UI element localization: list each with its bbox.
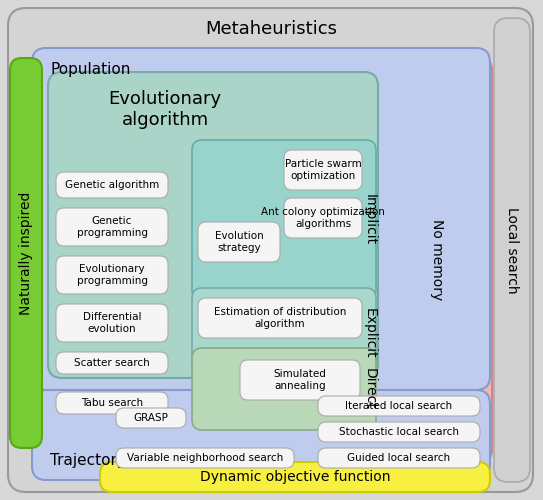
Text: Explicit: Explicit xyxy=(363,308,377,358)
FancyBboxPatch shape xyxy=(56,392,168,414)
Text: Naturally inspired: Naturally inspired xyxy=(19,192,33,314)
FancyBboxPatch shape xyxy=(48,72,378,378)
Text: Local search: Local search xyxy=(505,206,519,294)
Text: Differential
evolution: Differential evolution xyxy=(83,312,141,334)
FancyBboxPatch shape xyxy=(32,48,490,390)
Text: Trajectory: Trajectory xyxy=(50,452,126,468)
FancyBboxPatch shape xyxy=(56,208,168,246)
FancyBboxPatch shape xyxy=(192,140,376,300)
FancyBboxPatch shape xyxy=(318,396,480,416)
Text: Tabu search: Tabu search xyxy=(81,398,143,408)
FancyBboxPatch shape xyxy=(494,18,530,482)
Text: Iterated local search: Iterated local search xyxy=(345,401,452,411)
Text: Evolutionary
algorithm: Evolutionary algorithm xyxy=(109,90,222,129)
FancyBboxPatch shape xyxy=(198,222,280,262)
FancyBboxPatch shape xyxy=(56,256,168,294)
FancyBboxPatch shape xyxy=(198,298,362,338)
Text: Genetic
programming: Genetic programming xyxy=(77,216,148,238)
Text: Population: Population xyxy=(50,62,130,77)
Text: Ant colony optimization
algorithms: Ant colony optimization algorithms xyxy=(261,207,385,229)
FancyBboxPatch shape xyxy=(100,462,490,492)
Text: Particle swarm
optimization: Particle swarm optimization xyxy=(285,159,362,181)
Text: Scatter search: Scatter search xyxy=(74,358,150,368)
FancyBboxPatch shape xyxy=(10,58,42,448)
Text: GRASP: GRASP xyxy=(134,413,168,423)
FancyBboxPatch shape xyxy=(8,8,533,492)
FancyBboxPatch shape xyxy=(56,304,168,342)
FancyBboxPatch shape xyxy=(116,448,294,468)
FancyBboxPatch shape xyxy=(192,348,376,430)
Text: Evolutionary
programming: Evolutionary programming xyxy=(77,264,148,286)
Text: Stochastic local search: Stochastic local search xyxy=(339,427,459,437)
FancyBboxPatch shape xyxy=(318,448,480,468)
FancyBboxPatch shape xyxy=(56,172,168,198)
Text: Evolution
strategy: Evolution strategy xyxy=(214,231,263,253)
FancyBboxPatch shape xyxy=(382,58,492,462)
FancyBboxPatch shape xyxy=(284,150,362,190)
Text: Genetic algorithm: Genetic algorithm xyxy=(65,180,159,190)
Text: Metaheuristics: Metaheuristics xyxy=(205,20,337,38)
FancyBboxPatch shape xyxy=(56,352,168,374)
Text: Dynamic objective function: Dynamic objective function xyxy=(200,470,390,484)
Text: Guided local search: Guided local search xyxy=(348,453,451,463)
FancyBboxPatch shape xyxy=(284,198,362,238)
FancyBboxPatch shape xyxy=(116,408,186,428)
Text: No memory: No memory xyxy=(430,220,444,300)
FancyBboxPatch shape xyxy=(240,360,360,400)
FancyBboxPatch shape xyxy=(32,390,490,480)
FancyBboxPatch shape xyxy=(192,288,376,378)
FancyBboxPatch shape xyxy=(318,422,480,442)
Text: Implicit: Implicit xyxy=(363,194,377,246)
Text: Variable neighborhood search: Variable neighborhood search xyxy=(127,453,283,463)
Text: Simulated
annealing: Simulated annealing xyxy=(274,369,326,391)
Text: Direct: Direct xyxy=(363,368,377,410)
Text: Estimation of distribution
algorithm: Estimation of distribution algorithm xyxy=(214,307,346,329)
